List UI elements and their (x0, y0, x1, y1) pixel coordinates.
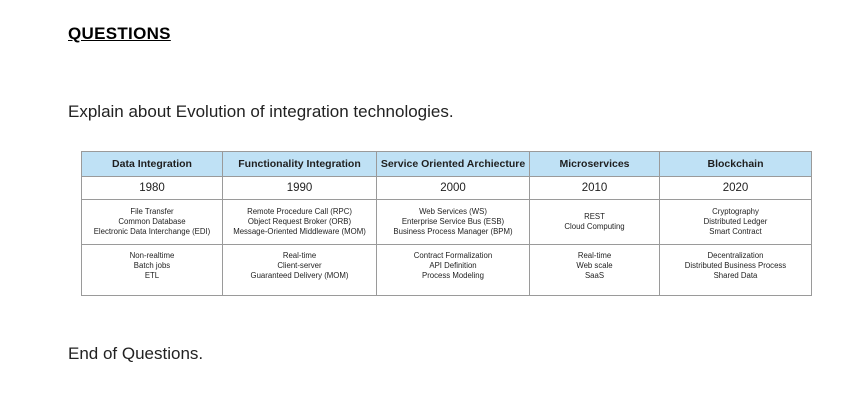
technologies-cell: Web Services (WS) Enterprise Service Bus… (376, 199, 530, 245)
characteristic-item: Decentralization (707, 251, 764, 260)
technology-item: Business Process Manager (BPM) (393, 227, 513, 237)
section-heading: QUESTIONS (68, 24, 171, 43)
characteristic-item: ETL (144, 271, 160, 281)
technology-item: Remote Procedure Call (RPC) (247, 206, 352, 216)
characteristics-cell: Non-realtime Batch jobs ETL (81, 244, 223, 296)
integration-evolution-table: Data Integration Functionality Integrati… (81, 151, 812, 296)
technology-item: Enterprise Service Bus (ESB) (401, 216, 505, 226)
technology-item: Web Services (WS) (419, 206, 487, 216)
technologies-row: File Transfer Common Database Electronic… (81, 199, 812, 245)
characteristic-item: Real-time (282, 251, 317, 260)
technology-item: File Transfer (130, 206, 174, 216)
year-cell: 1980 (81, 176, 223, 200)
characteristic-item: Web scale (576, 261, 613, 271)
year-cell: 2010 (529, 176, 660, 200)
technology-item: Object Request Broker (ORB) (247, 216, 352, 226)
characteristic-item: SaaS (584, 271, 605, 281)
column-header: Functionality Integration (222, 151, 377, 177)
characteristic-item: Guaranteed Delivery (MOM) (250, 271, 349, 281)
end-text: End of Questions. (68, 344, 204, 363)
characteristic-item: Distributed Business Process (684, 261, 787, 271)
technology-item: REST (584, 211, 605, 221)
technology-item: Smart Contract (709, 227, 762, 237)
year-row: 1980 1990 2000 2010 2020 (81, 176, 812, 200)
year-cell: 1990 (222, 176, 377, 200)
characteristic-item: API Definition (429, 261, 477, 271)
technology-item: Cloud Computing (564, 222, 625, 231)
technologies-cell: Cryptography Distributed Ledger Smart Co… (659, 199, 812, 245)
characteristics-cell: Real-time Web scale SaaS (529, 244, 660, 296)
characteristics-cell: Contract Formalization API Definition Pr… (376, 244, 530, 296)
technology-item: Electronic Data Interchange (EDI) (93, 227, 211, 237)
characteristic-item: Shared Data (713, 271, 758, 281)
header-row: Data Integration Functionality Integrati… (81, 151, 812, 177)
column-header: Microservices (529, 151, 660, 177)
technology-item: Cryptography (712, 206, 759, 216)
year-cell: 2020 (659, 176, 812, 200)
characteristic-item: Process Modeling (422, 271, 484, 281)
technologies-cell: REST Cloud Computing (529, 199, 660, 245)
technologies-cell: Remote Procedure Call (RPC) Object Reque… (222, 199, 377, 245)
characteristic-item: Real-time (577, 251, 612, 260)
characteristics-row: Non-realtime Batch jobs ETL Real-time Cl… (81, 244, 812, 296)
column-header: Data Integration (81, 151, 223, 177)
question-text: Explain about Evolution of integration t… (68, 102, 454, 121)
technologies-cell: File Transfer Common Database Electronic… (81, 199, 223, 245)
year-cell: 2000 (376, 176, 530, 200)
technology-item: Common Database (118, 216, 186, 226)
technology-item: Message-Oriented Middleware (MOM) (233, 227, 366, 237)
characteristic-item: Non-realtime (129, 251, 175, 260)
characteristic-item: Client-server (277, 261, 322, 271)
column-header: Blockchain (659, 151, 812, 177)
characteristics-cell: Real-time Client-server Guaranteed Deliv… (222, 244, 377, 296)
characteristic-item: Batch jobs (133, 261, 171, 271)
characteristics-cell: Decentralization Distributed Business Pr… (659, 244, 812, 296)
column-header: Service Oriented Archiecture (376, 151, 530, 177)
characteristic-item: Contract Formalization (413, 251, 493, 260)
technology-item: Distributed Ledger (703, 216, 768, 226)
